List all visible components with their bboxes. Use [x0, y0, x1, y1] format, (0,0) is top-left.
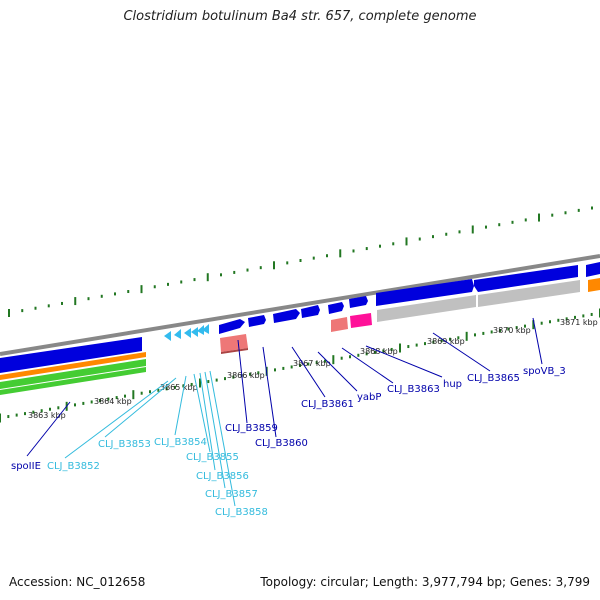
gene-label-3860[interactable]: CLJ_B3860 [255, 438, 308, 449]
tick-label: 3863 kbp [28, 411, 66, 420]
gene-arrow-3863[interactable] [328, 302, 344, 314]
gene-arrow-3860[interactable] [248, 315, 266, 327]
tick-label: 3867 kbp [293, 359, 331, 368]
gene-label-3859[interactable]: CLJ_B3859 [225, 423, 278, 434]
gene-arrow-3859[interactable] [219, 319, 245, 334]
gene-label-hup[interactable]: hup [443, 379, 462, 390]
trna-arrow-3856[interactable] [197, 325, 204, 335]
genome-summary-text: Topology: circular; Length: 3,977,794 bp… [260, 575, 590, 589]
trna-arrow-3853[interactable] [174, 329, 181, 339]
gene-arrow-yabP[interactable] [301, 305, 320, 318]
gene-label-spoVB[interactable]: spoVB_3 [523, 366, 566, 377]
leader-lines [26, 317, 543, 507]
gray-track [377, 280, 580, 322]
rrna-block[interactable] [220, 334, 248, 352]
gene-label-3853[interactable]: CLJ_B3853 [98, 439, 151, 450]
upper-tick-ruler [8, 206, 593, 317]
trna-arrow-3857[interactable] [202, 324, 209, 334]
tick-label: 3865 kbp [160, 383, 198, 392]
gene-label-3863[interactable]: CLJ_B3863 [387, 384, 440, 395]
tick-label: 3866 kbp [227, 371, 265, 380]
trna-cluster [164, 324, 209, 341]
trna-arrow-3855[interactable] [191, 327, 198, 337]
gene-labels: spoIIE CLJ_B3852 CLJ_B3853 CLJ_B3854 CLJ… [11, 366, 566, 518]
gene-label-spoIIE[interactable]: spoIIE [11, 461, 41, 472]
page-title: Clostridium botulinum Ba4 str. 657, comp… [123, 9, 477, 24]
accession-text: Accession: NC_012658 [9, 575, 146, 589]
misc-features [220, 313, 372, 354]
rrna-block-2[interactable] [331, 317, 348, 332]
tick-label: 3871 kbp [560, 318, 598, 327]
misc-feature-pink[interactable] [350, 313, 372, 328]
gene-label-3865[interactable]: CLJ_B3865 [467, 373, 520, 384]
tick-label: 3870 kbp [493, 326, 531, 335]
gene-arrow-3865[interactable] [376, 279, 474, 306]
gene-arrow-spoVB[interactable] [474, 265, 578, 292]
tick-label: 3864 kbp [94, 397, 132, 406]
gene-label-3852[interactable]: CLJ_B3852 [47, 461, 100, 472]
gene-label-3855[interactable]: CLJ_B3855 [186, 452, 239, 463]
gene-label-3857[interactable]: CLJ_B3857 [205, 489, 258, 500]
left-color-tracks [0, 278, 600, 395]
gene-arrow-left[interactable] [0, 337, 142, 373]
gene-arrow-next[interactable] [586, 262, 600, 277]
gene-arrow-hup[interactable] [349, 296, 368, 308]
forward-cds-track [0, 262, 600, 373]
gene-label-3856[interactable]: CLJ_B3856 [196, 471, 249, 482]
genome-backbone [0, 254, 600, 356]
gene-label-3858[interactable]: CLJ_B3858 [215, 507, 268, 518]
trna-arrow-3852[interactable] [164, 331, 171, 341]
gene-label-3861[interactable]: CLJ_B3861 [301, 399, 354, 410]
gene-label-yabP[interactable]: yabP [357, 392, 381, 403]
gene-arrow-3861[interactable] [273, 309, 300, 323]
gene-label-3854[interactable]: CLJ_B3854 [154, 437, 207, 448]
trna-arrow-3854[interactable] [184, 328, 191, 338]
